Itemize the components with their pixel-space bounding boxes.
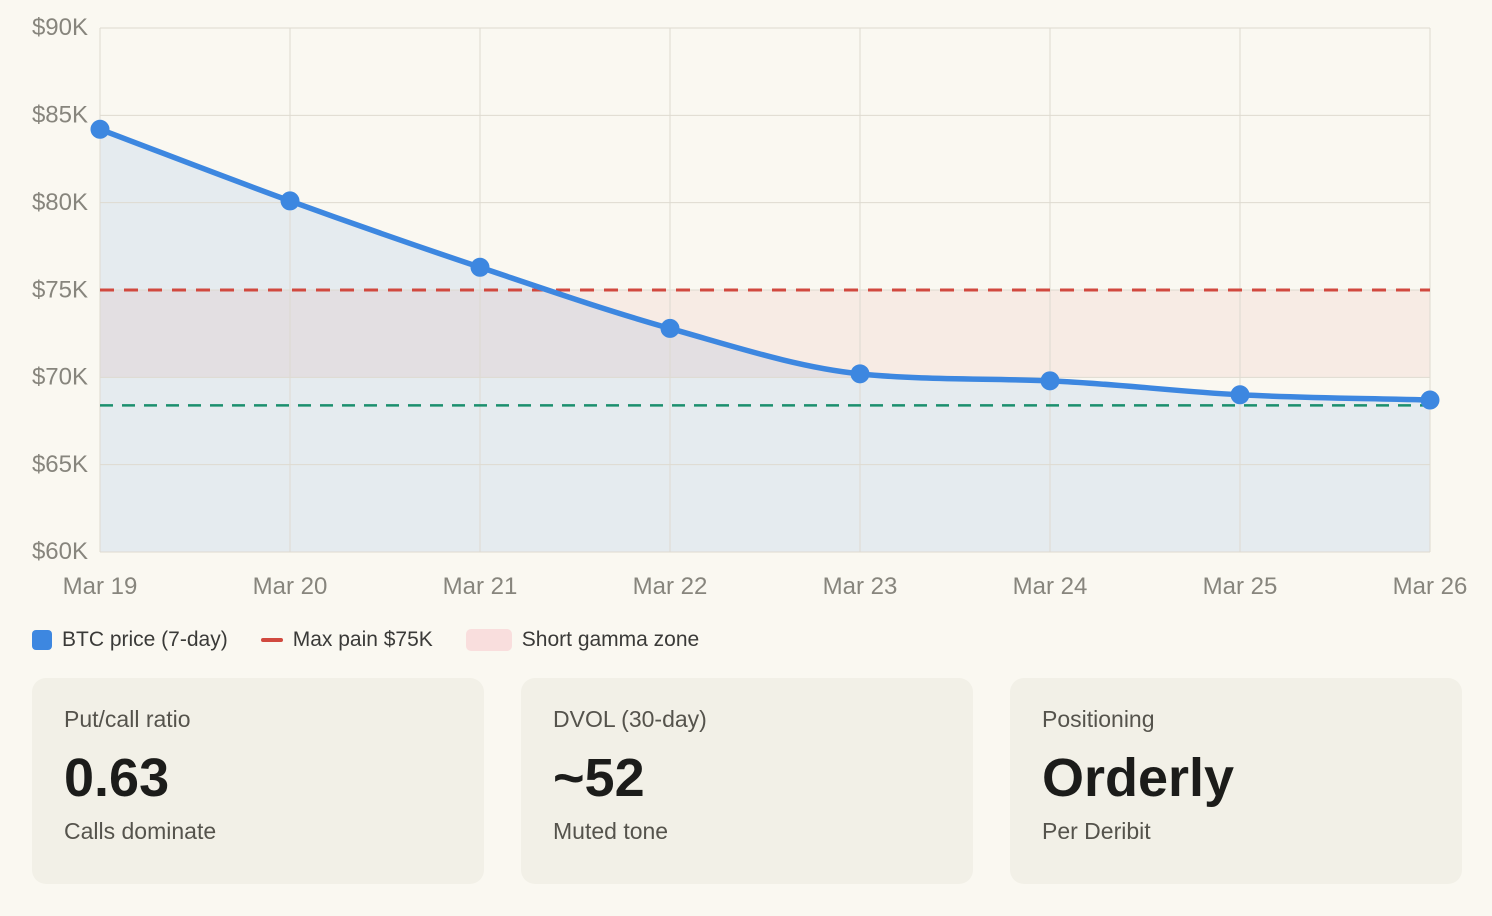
- svg-text:$70K: $70K: [32, 364, 88, 391]
- svg-text:$85K: $85K: [32, 102, 88, 129]
- svg-text:Mar 22: Mar 22: [633, 573, 708, 600]
- svg-text:$60K: $60K: [32, 538, 88, 565]
- svg-text:Mar 20: Mar 20: [253, 573, 328, 600]
- svg-text:Mar 25: Mar 25: [1203, 573, 1278, 600]
- svg-text:$90K: $90K: [32, 14, 88, 41]
- svg-text:Mar 23: Mar 23: [823, 573, 898, 600]
- svg-text:Mar 21: Mar 21: [443, 573, 518, 600]
- svg-text:Mar 24: Mar 24: [1013, 573, 1088, 600]
- svg-text:$65K: $65K: [32, 451, 88, 478]
- svg-text:Mar 19: Mar 19: [63, 573, 138, 600]
- svg-text:$80K: $80K: [32, 189, 88, 216]
- svg-text:$75K: $75K: [32, 277, 88, 304]
- svg-text:Mar 26: Mar 26: [1393, 573, 1468, 600]
